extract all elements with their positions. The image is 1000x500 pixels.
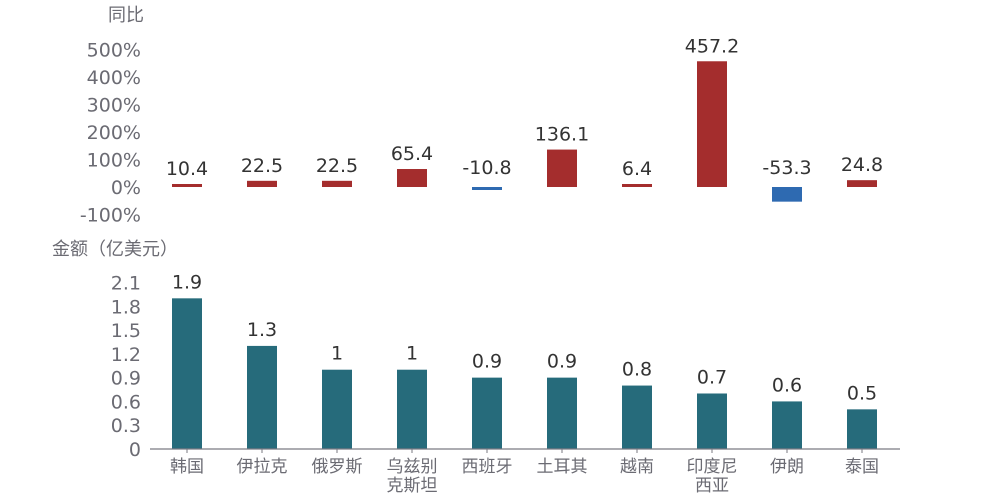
x-category-label: 伊拉克	[237, 457, 288, 477]
x-category-label: 乌兹别	[387, 457, 438, 477]
top-bar	[622, 184, 652, 187]
top-data-label: 10.4	[166, 158, 208, 180]
bottom-data-label: 1	[406, 343, 418, 365]
bottom-data-label: 0.7	[697, 366, 727, 388]
top-data-label: 22.5	[316, 155, 358, 177]
bottom-data-label: 0.5	[847, 382, 877, 404]
top-data-label: -10.8	[462, 157, 511, 179]
bottom-bar	[697, 393, 727, 449]
bottom-data-label: 0.9	[472, 351, 502, 373]
top-data-label: 65.4	[391, 143, 433, 165]
bottom-data-label: 1.9	[172, 271, 202, 293]
top-data-label: 457.2	[685, 35, 739, 57]
top-bar	[172, 184, 202, 187]
top-bar	[247, 180, 277, 187]
x-category-label: 土耳其	[537, 457, 588, 477]
bottom-bar	[622, 385, 652, 449]
bottom-bar	[472, 377, 502, 449]
x-category-label: 克斯坦	[387, 476, 438, 496]
bottom-bar	[772, 401, 802, 449]
bottom-bar	[247, 345, 277, 449]
x-category-label: 伊朗	[770, 457, 804, 477]
bottom-data-label: 1	[331, 343, 343, 365]
bottom-data-label: 0.8	[622, 359, 652, 381]
bottom-data-label: 0.9	[547, 351, 577, 373]
bottom-bar	[322, 369, 352, 449]
top-y-tick-label: 300%	[87, 95, 141, 117]
x-category-label: 泰国	[845, 457, 879, 477]
bottom-bar	[397, 369, 427, 449]
top-bar	[397, 169, 427, 187]
x-category-label: 俄罗斯	[312, 457, 363, 477]
top-y-tick-label: 500%	[87, 40, 141, 62]
top-bar	[547, 149, 577, 187]
bottom-y-tick-label: 1.5	[111, 320, 141, 342]
x-category-label: 西亚	[695, 476, 729, 496]
bottom-bar	[847, 409, 877, 449]
top-y-tick-label: -100%	[80, 205, 141, 227]
top-data-label: 136.1	[535, 124, 589, 146]
top-data-label: -53.3	[762, 157, 811, 179]
bottom-y-tick-label: 0	[129, 439, 141, 461]
top-y-tick-label: 100%	[87, 150, 141, 172]
top-bar	[472, 187, 502, 190]
bottom-data-label: 0.6	[772, 374, 802, 396]
top-bar	[322, 180, 352, 187]
bottom-y-tick-label: 0.9	[111, 368, 141, 390]
top-bar	[847, 180, 877, 187]
top-bar	[772, 187, 802, 202]
top-chart-title: 同比	[108, 5, 144, 26]
bottom-y-tick-label: 0.6	[111, 391, 141, 413]
top-data-label: 6.4	[622, 158, 652, 180]
top-y-tick-label: 0%	[111, 177, 141, 199]
bottom-chart-title: 金额（亿美元）	[52, 239, 178, 260]
bottom-y-tick-label: 1.8	[111, 296, 141, 318]
bottom-bar	[547, 377, 577, 449]
x-category-label: 越南	[620, 457, 654, 477]
top-data-label: 22.5	[241, 155, 283, 177]
bottom-bar	[172, 298, 202, 449]
bottom-y-tick-label: 2.1	[111, 272, 141, 294]
x-category-label: 韩国	[170, 457, 204, 477]
bottom-y-tick-label: 0.3	[111, 415, 141, 437]
top-y-tick-label: 200%	[87, 122, 141, 144]
bottom-y-tick-label: 1.2	[111, 344, 141, 366]
top-y-tick-label: 400%	[87, 67, 141, 89]
x-category-label: 西班牙	[462, 457, 513, 477]
top-data-label: 24.8	[841, 154, 883, 176]
x-category-label: 印度尼	[687, 457, 738, 477]
top-bar	[697, 61, 727, 187]
bottom-data-label: 1.3	[247, 319, 277, 341]
